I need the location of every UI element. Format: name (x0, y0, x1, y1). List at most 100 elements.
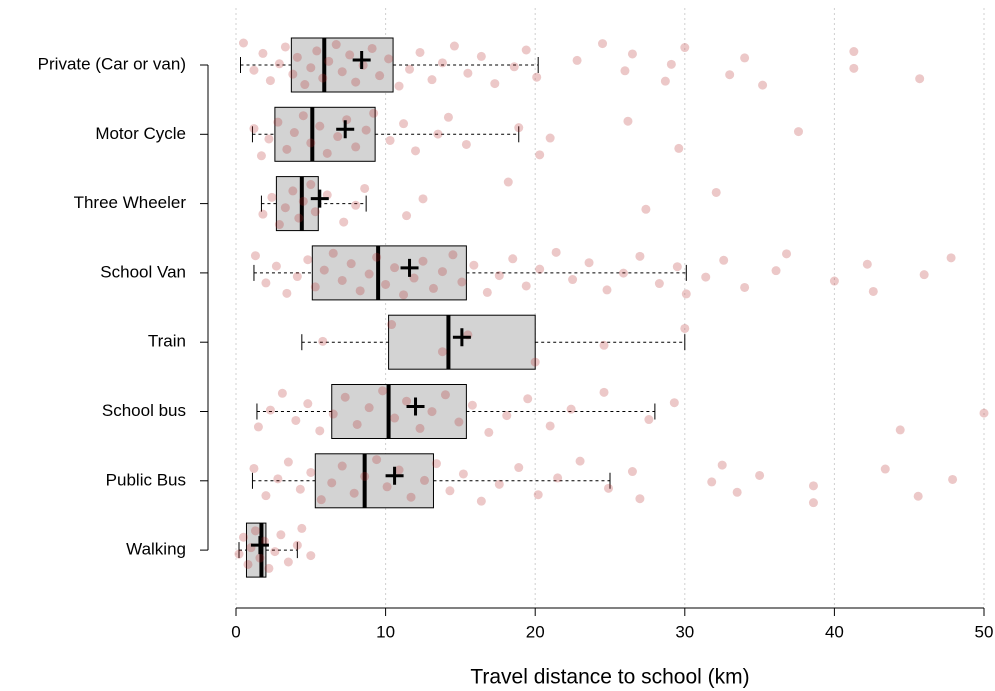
data-point (372, 455, 382, 465)
data-point (428, 283, 438, 293)
data-point (449, 41, 459, 51)
data-point (535, 264, 545, 274)
data-point (349, 488, 359, 498)
data-point (270, 547, 280, 557)
data-point (258, 209, 268, 219)
data-point (598, 39, 608, 49)
x-tick-label: 10 (376, 622, 395, 641)
data-point (618, 268, 628, 278)
data-point (732, 487, 742, 497)
data-point (443, 112, 453, 122)
data-point (566, 404, 576, 414)
data-point (454, 417, 464, 427)
data-point (913, 491, 923, 501)
data-point (324, 56, 334, 66)
data-point (457, 277, 467, 287)
data-point (514, 123, 524, 133)
data-point (793, 127, 803, 137)
data-point (415, 47, 425, 57)
data-point (680, 43, 690, 53)
data-point (553, 473, 563, 483)
data-point (919, 270, 929, 280)
data-point (306, 180, 316, 190)
data-point (458, 469, 468, 479)
data-point (385, 135, 395, 145)
data-point (660, 76, 670, 86)
data-point (283, 457, 293, 467)
data-point (948, 474, 958, 484)
data-point (575, 456, 585, 466)
data-point (437, 58, 447, 68)
data-point (261, 491, 271, 501)
data-point (306, 63, 316, 73)
data-point (771, 266, 781, 276)
data-point (535, 150, 545, 160)
y-tick-label: Train (148, 332, 186, 351)
data-point (551, 247, 561, 257)
data-point (295, 484, 305, 494)
data-point (467, 400, 477, 410)
data-point (274, 59, 284, 69)
data-point (701, 272, 711, 282)
data-point (390, 413, 400, 423)
data-point (490, 79, 500, 89)
data-point (291, 415, 301, 425)
data-point (280, 203, 290, 213)
data-point (533, 490, 543, 500)
data-point (725, 70, 735, 80)
data-point (273, 474, 283, 484)
data-point (740, 282, 750, 292)
data-point (568, 275, 578, 285)
data-point (979, 408, 989, 418)
box (311, 245, 467, 301)
data-point (337, 461, 347, 471)
data-point (599, 387, 609, 397)
data-point (509, 62, 519, 72)
data-point (635, 494, 645, 504)
data-point (351, 77, 361, 87)
data-point (419, 475, 429, 485)
data-point (322, 148, 332, 158)
data-point (258, 48, 268, 58)
data-point (328, 248, 338, 258)
data-point (469, 260, 479, 270)
data-point (378, 386, 388, 396)
data-point (476, 51, 486, 61)
x-tick-label: 20 (526, 622, 545, 641)
box (275, 176, 319, 232)
data-point (521, 45, 531, 55)
data-point (427, 407, 437, 417)
data-point (895, 425, 905, 435)
data-point (249, 65, 259, 75)
data-point (234, 549, 244, 559)
data-point (238, 38, 248, 48)
y-tick-label: School Van (100, 262, 186, 281)
data-point (502, 411, 512, 421)
mean-marker (310, 189, 329, 208)
data-point (355, 286, 365, 296)
data-point (635, 251, 645, 261)
data-point (672, 262, 682, 272)
data-point (315, 121, 325, 131)
data-point (680, 323, 690, 333)
data-point (274, 220, 284, 230)
data-point (494, 271, 504, 281)
data-point (681, 289, 691, 299)
data-point (250, 526, 260, 536)
data-point (433, 129, 443, 139)
data-point (292, 52, 302, 62)
data-point (276, 530, 286, 540)
data-point (312, 46, 322, 56)
data-point (282, 288, 292, 298)
data-point (267, 192, 277, 202)
data-point (418, 194, 428, 204)
data-point (255, 553, 265, 563)
data-point (572, 55, 582, 65)
data-point (346, 259, 356, 269)
data-point (427, 75, 437, 85)
data-point (482, 287, 492, 297)
x-tick-label: 0 (231, 622, 240, 641)
data-point (328, 409, 338, 419)
data-point (623, 116, 633, 126)
data-point (306, 467, 316, 477)
